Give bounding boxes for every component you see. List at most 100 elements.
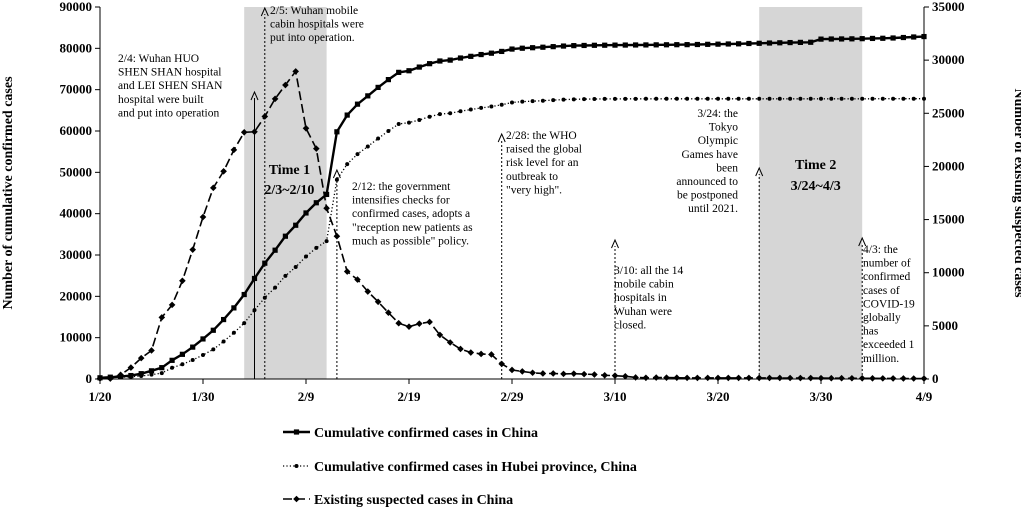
series-point — [643, 96, 648, 101]
series-point — [304, 254, 308, 259]
series-point — [417, 117, 422, 122]
annotation-arrow-head — [611, 238, 619, 249]
series-point — [736, 96, 741, 101]
series-point — [735, 374, 742, 382]
series-point — [592, 96, 597, 101]
series-point — [479, 105, 484, 110]
series-1 — [97, 33, 927, 381]
series-point — [530, 99, 535, 104]
series-point — [891, 96, 896, 101]
right-tick-label: 25000 — [932, 105, 965, 120]
series-point — [860, 96, 865, 101]
series-point — [767, 96, 772, 101]
annotation-arrow-head — [332, 168, 341, 179]
series-point — [879, 375, 887, 382]
series-point — [407, 120, 411, 125]
series-point — [838, 374, 845, 382]
left-tick-label: 80000 — [60, 40, 93, 55]
annotation-line: until 2021. — [688, 203, 738, 215]
x-tick-label: 2/19 — [397, 389, 421, 404]
series-point — [901, 96, 906, 101]
series-point — [446, 339, 454, 346]
series-point — [138, 371, 144, 377]
series-point — [314, 245, 319, 250]
left-tick-label: 90000 — [60, 0, 93, 14]
series-point — [776, 374, 784, 382]
series-point — [921, 33, 927, 40]
series-point — [539, 370, 547, 377]
annotation-text: 4/3: the number of confirmed cases of COVID-… — [863, 244, 915, 365]
series-point — [303, 210, 309, 216]
series-point — [684, 42, 690, 48]
series-point — [849, 96, 854, 101]
series-point — [756, 40, 762, 46]
legend: Cumulative confirmed cases in China Cumul… — [283, 426, 637, 508]
series-point — [858, 375, 866, 382]
series-point — [859, 36, 865, 42]
annotation-text: 2/5: Wuhan mobile cabin hospitals were put… — [270, 5, 364, 44]
series-point — [294, 464, 299, 468]
series-point — [788, 96, 793, 101]
series-2 — [98, 96, 926, 380]
series-point — [499, 102, 504, 107]
series-point — [551, 98, 556, 103]
x-tick-label: 3/30 — [809, 389, 832, 404]
series-point — [757, 96, 762, 101]
series-point — [839, 36, 845, 42]
series-point — [199, 213, 207, 221]
series-point — [467, 349, 475, 356]
annotation-line: "very high". — [506, 184, 562, 196]
annotation-line: be postponed — [677, 190, 738, 202]
left-tick-label: 40000 — [60, 206, 93, 221]
series-point — [396, 122, 401, 127]
series-point — [261, 113, 269, 120]
series-point — [241, 291, 247, 298]
series-point — [870, 96, 875, 101]
series-point — [313, 145, 320, 152]
series-point — [283, 273, 288, 278]
series-point — [602, 42, 608, 48]
left-tick-label: 70000 — [60, 82, 93, 97]
series-point — [436, 331, 444, 339]
series-point — [169, 357, 175, 363]
annotation-line: 2/5: Wuhan mobile — [270, 5, 358, 17]
right-tick-label: 30000 — [932, 52, 965, 67]
shaded-periods: Time 1 2/3~2/10 Time 2 3/24~4/3 — [244, 7, 863, 379]
annotation-line: 2/4: Wuhan HUO — [118, 53, 199, 65]
annotation-line: COVID-19 — [863, 298, 915, 310]
annotation-line: and LEI SHEN SHAN — [118, 80, 223, 92]
series-point — [663, 42, 670, 48]
series-point — [746, 40, 752, 47]
series-point — [251, 275, 258, 282]
series-point — [685, 96, 690, 101]
x-tick-label: 2/9 — [298, 389, 315, 404]
annotation-line: confirmed cases, adopts a — [352, 208, 470, 220]
series-point — [457, 345, 464, 353]
series-point — [354, 101, 361, 107]
legend-item-1: Cumulative confirmed cases in China — [283, 426, 538, 441]
series-point — [622, 373, 629, 380]
annotation-arrow-head — [858, 236, 867, 247]
series-point — [128, 374, 133, 379]
series-point — [890, 35, 896, 41]
annotation-line: Games have — [681, 149, 738, 161]
series-point — [900, 34, 906, 41]
annotation-line: exceeded 1 — [863, 339, 915, 351]
series-point — [416, 64, 422, 70]
series-point — [766, 374, 773, 382]
series-point — [786, 374, 794, 382]
series-point — [705, 96, 710, 101]
annotation-line: Olympic — [698, 135, 738, 147]
annotation-arrow-head — [260, 6, 269, 17]
annotation-text: 2/12: the government intensifies checks f… — [352, 181, 473, 247]
annotation-line: raised the global — [506, 144, 582, 156]
series-point — [107, 375, 114, 382]
series-point — [375, 84, 381, 91]
annotation-line: globally — [863, 312, 901, 324]
series-point — [457, 55, 464, 61]
series-point — [231, 305, 237, 311]
series-point — [395, 319, 402, 327]
series-point — [560, 370, 567, 378]
shaded-period-2 — [759, 7, 863, 379]
series-point — [127, 364, 135, 371]
